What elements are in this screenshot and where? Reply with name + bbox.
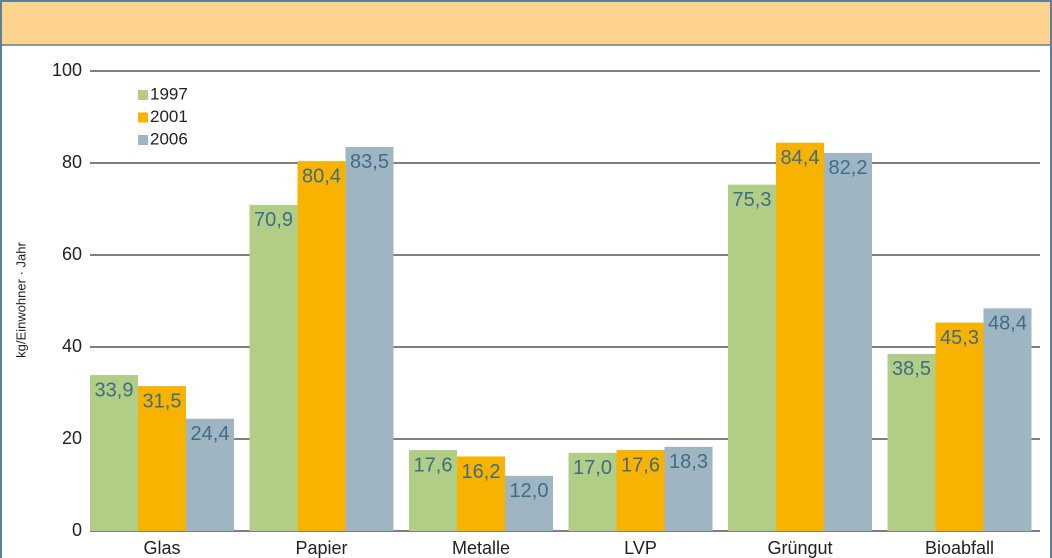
legend-label: 2006 [150, 129, 188, 148]
value-label: 75,3 [733, 189, 772, 211]
bar [776, 142, 824, 531]
legend-swatch [138, 112, 148, 123]
bar [249, 204, 298, 532]
value-label: 17,0 [573, 457, 612, 479]
value-label: 48,4 [988, 313, 1027, 335]
x-tick-label: Metalle [452, 538, 510, 558]
bar [90, 375, 138, 531]
value-label: 12,0 [510, 480, 549, 502]
y-tick-label: 60 [62, 244, 82, 264]
value-label: 80,4 [302, 165, 341, 187]
value-label: 45,3 [940, 327, 979, 349]
legend-swatch [138, 135, 148, 145]
bar [983, 308, 1032, 531]
y-tick-label: 0 [72, 520, 82, 540]
y-tick-label: 20 [62, 428, 82, 448]
y-tick-label: 80 [62, 152, 82, 172]
bar [616, 450, 665, 531]
bar [457, 456, 505, 531]
x-tick-label: Glas [143, 538, 180, 558]
bar [297, 161, 346, 531]
bar [887, 353, 936, 531]
value-label: 17,6 [414, 454, 453, 476]
value-label: 70,9 [254, 209, 293, 231]
y-tick-label: 40 [62, 336, 82, 356]
legend-label: 2001 [150, 107, 188, 126]
value-label: 24,4 [191, 423, 230, 445]
bar [568, 452, 617, 531]
y-tick-label: 100 [52, 60, 82, 80]
bar [505, 475, 553, 531]
value-label: 82,2 [829, 157, 868, 179]
value-label: 38,5 [892, 358, 931, 380]
y-axis-label: kg/Einwohner · Jahr [13, 242, 28, 358]
value-label: 83,5 [350, 151, 389, 173]
bar [138, 386, 186, 531]
value-label: 31,5 [143, 390, 182, 412]
bar [824, 152, 872, 531]
value-label: 84,4 [781, 147, 820, 169]
x-tick-label: Papier [295, 538, 347, 558]
value-label: 17,6 [621, 454, 660, 476]
legend-swatch [138, 90, 148, 100]
value-label: 18,3 [669, 451, 708, 473]
bar [935, 322, 984, 531]
bar [345, 146, 394, 531]
legend-label: 1997 [150, 84, 188, 103]
x-tick-label: Grüngut [767, 538, 832, 558]
value-label: 16,2 [462, 461, 501, 483]
bar [409, 450, 457, 531]
bar [728, 184, 776, 531]
x-tick-label: LVP [624, 538, 657, 558]
x-tick-label: Bioabfall [925, 538, 994, 558]
header-band [2, 2, 1050, 45]
value-label: 33,9 [95, 379, 134, 401]
bar [664, 446, 713, 531]
bar [186, 418, 234, 531]
